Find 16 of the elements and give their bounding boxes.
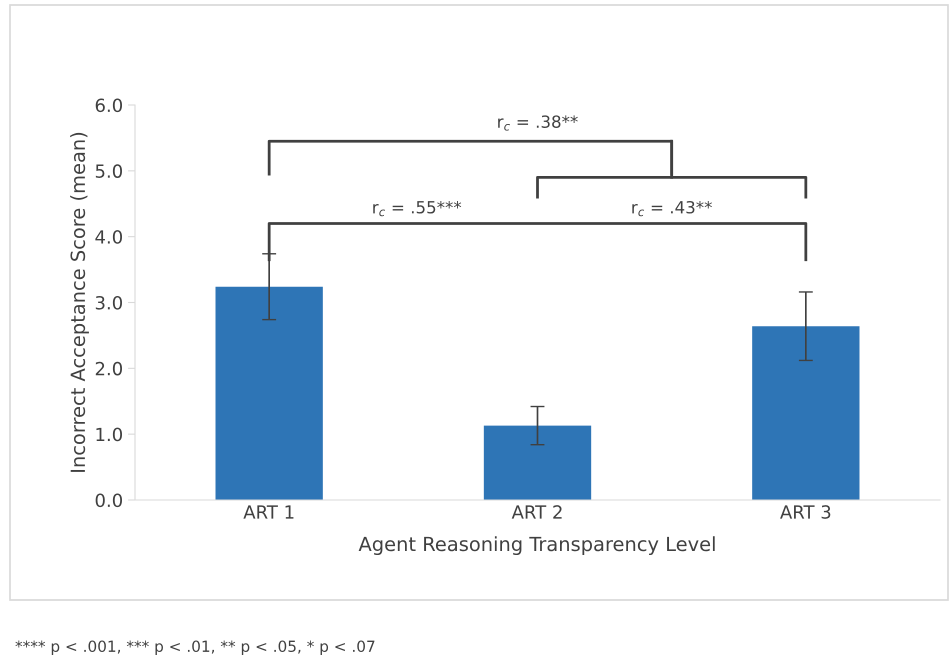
y-tick-label: 5.0 bbox=[96, 164, 122, 178]
y-tick-label: 6.0 bbox=[96, 98, 122, 112]
y-tick-label: 2.0 bbox=[96, 362, 122, 376]
x-tick-label: ART 1 bbox=[243, 505, 294, 519]
text: **** p < .001, *** p < .01, ** p < .05, * p < .07 bbox=[15, 640, 374, 655]
annotation: r$_{c}$ = .43** bbox=[632, 200, 712, 216]
x-tick-label: ART 2 bbox=[512, 505, 562, 519]
y-tick-label: 4.0 bbox=[95, 230, 122, 244]
y-tick-label: 3.0 bbox=[96, 296, 122, 310]
annotation: r$_{c}$ = .38** bbox=[498, 115, 578, 131]
y-axis-title: Incorrect Acceptance Score (mean) bbox=[70, 132, 89, 472]
x-tick-label: ART 3 bbox=[780, 505, 830, 519]
y-tick-label: 0.0 bbox=[96, 493, 122, 508]
x-axis-title: Agent Reasoning Transparency Level bbox=[358, 536, 715, 556]
annotation: r$_{c}$ = .55*** bbox=[373, 200, 462, 216]
y-tick-label: 1.0 bbox=[96, 428, 122, 442]
